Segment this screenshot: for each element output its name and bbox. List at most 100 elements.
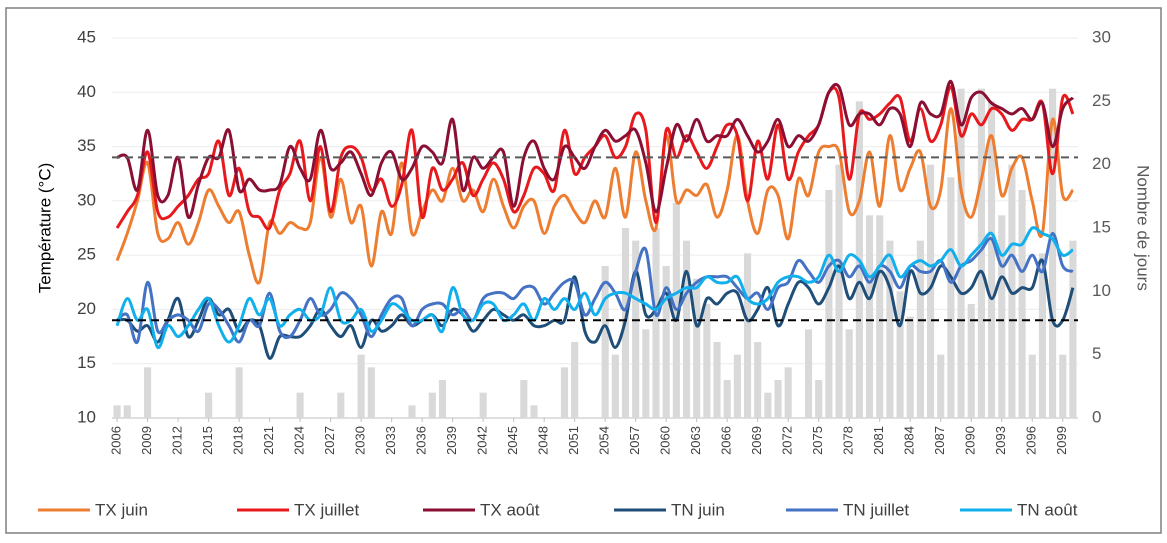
bar: [205, 392, 213, 418]
x-tick-label: 2090: [963, 426, 978, 455]
x-tick-label: 2006: [109, 426, 124, 455]
bar: [408, 405, 416, 418]
bar: [611, 354, 619, 418]
x-tick-label: 2033: [383, 426, 398, 455]
bar: [743, 253, 752, 418]
x-tick-label: 2072: [780, 426, 795, 455]
bar: [703, 304, 711, 418]
bar: [428, 392, 436, 418]
bar: [886, 240, 894, 418]
bar: [337, 392, 345, 418]
legend-label: TX juillet: [294, 500, 359, 519]
x-tick-label: 2084: [902, 426, 917, 455]
bar: [438, 380, 447, 418]
bar: [662, 266, 670, 418]
x-tick-label: 2054: [597, 426, 612, 455]
bar: [560, 367, 569, 418]
x-tick-label: 2024: [292, 426, 307, 455]
y2-tick-label: 15: [1092, 217, 1111, 236]
y-tick-label: 40: [77, 82, 96, 101]
bar: [571, 342, 579, 418]
x-tick-label: 2048: [536, 426, 551, 455]
bar: [479, 392, 487, 418]
x-tick-label: 2039: [444, 426, 459, 455]
bar: [937, 354, 945, 418]
bar: [113, 405, 121, 418]
y2-tick-label: 0: [1092, 407, 1101, 426]
x-tick-label: 2081: [871, 426, 886, 455]
bar: [1038, 253, 1046, 418]
y-tick-label: 45: [77, 27, 96, 46]
bar: [835, 164, 843, 418]
x-tick-label: 2066: [719, 426, 734, 455]
x-tick-label: 2093: [993, 426, 1008, 455]
bar: [865, 215, 874, 418]
bar: [845, 329, 853, 418]
chart-frame: [5, 7, 1162, 534]
bar: [235, 367, 243, 418]
bar: [906, 316, 914, 418]
x-tick-label: 2018: [231, 426, 246, 455]
bar: [804, 329, 813, 418]
y2-tick-label: 20: [1092, 154, 1111, 173]
bar: [632, 240, 640, 418]
x-tick-label: 2027: [322, 426, 337, 455]
legend-label: TN juin: [671, 500, 725, 519]
bar: [1049, 88, 1057, 419]
x-tick-label: 2060: [658, 426, 673, 455]
bar: [825, 190, 833, 418]
legend-label: TN juillet: [843, 500, 909, 519]
bar: [1069, 240, 1077, 418]
bar: [815, 380, 823, 418]
bar: [357, 354, 365, 418]
x-tick-label: 2078: [841, 426, 856, 455]
bar: [367, 367, 375, 418]
bar: [601, 266, 609, 418]
y-tick-label: 35: [77, 136, 96, 155]
bar: [723, 380, 731, 418]
bar: [144, 367, 152, 418]
x-tick-label: 2051: [566, 426, 581, 455]
bar: [693, 278, 701, 418]
bar: [713, 342, 721, 418]
legend-label: TX août: [480, 500, 540, 519]
bar: [977, 88, 985, 419]
bar: [1018, 190, 1026, 418]
x-tick-label: 2036: [414, 426, 429, 455]
y2-tick-label: 10: [1092, 281, 1111, 300]
bar: [296, 392, 304, 418]
y-tick-label: 25: [77, 245, 96, 264]
y2-tick-label: 5: [1092, 344, 1101, 363]
x-tick-label: 2063: [688, 426, 703, 455]
bar: [784, 367, 792, 418]
x-tick-label: 2069: [749, 426, 764, 455]
bar: [1059, 354, 1067, 418]
bar: [754, 342, 762, 418]
bar: [916, 240, 924, 418]
bar: [896, 291, 904, 418]
bar: [733, 354, 741, 418]
x-tick-label: 2099: [1054, 426, 1069, 455]
x-tick-label: 2030: [353, 426, 368, 455]
legend-label: TX juin: [95, 500, 148, 519]
y-tick-label: 30: [77, 190, 96, 209]
line-series: [116, 258, 1075, 360]
x-tick-label: 2075: [810, 426, 825, 455]
line-series: [115, 226, 1074, 349]
x-tick-label: 2009: [139, 426, 154, 455]
x-tick-label: 2021: [261, 426, 276, 455]
x-tick-label: 2015: [200, 426, 215, 455]
line-series: [116, 79, 1075, 219]
x-tick-label: 2096: [1024, 426, 1039, 455]
bar: [988, 101, 996, 418]
y2-axis-label: Nombre de jours: [1134, 165, 1153, 291]
bar: [926, 164, 935, 418]
x-tick-label: 2087: [932, 426, 947, 455]
x-tick-label: 2045: [505, 426, 520, 455]
bar: [774, 380, 782, 418]
x-tick-label: 2057: [627, 426, 642, 455]
bar: [520, 380, 528, 418]
bar: [642, 329, 650, 418]
legend-label: TN août: [1017, 500, 1078, 519]
